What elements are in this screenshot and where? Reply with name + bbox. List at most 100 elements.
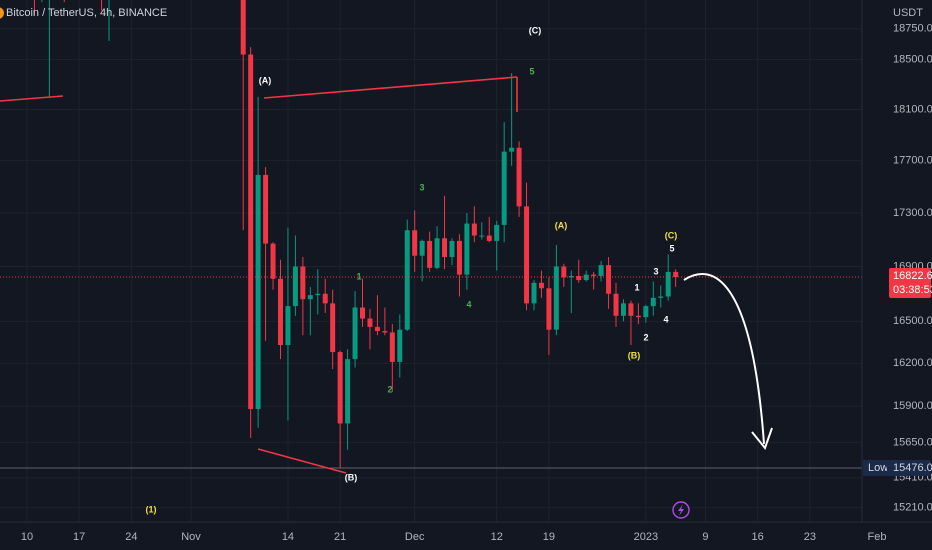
y-tick-label: 16200.00 [893,357,932,369]
candle-body [538,282,544,289]
wave-label: 1 [634,282,639,292]
arrow-head [751,427,773,451]
wave-label: (B) [345,472,358,482]
x-tick-label: 19 [543,531,555,543]
wave-label: (C) [665,230,678,240]
candle-body [382,331,388,333]
alert-icon[interactable] [672,501,690,519]
candle-body [248,54,254,409]
lightning[interactable] [678,504,684,516]
candle-body [367,318,373,327]
x-tick-label: 16 [752,531,764,543]
trend-line [0,95,64,102]
candle-body [479,235,485,237]
candle-body [494,224,500,241]
candle-body [598,265,604,277]
candle-body [628,303,634,316]
wave-label: (1) [146,504,157,514]
candle-body [277,278,283,346]
x-tick-label: Dec [405,531,425,543]
candle-body [546,288,552,330]
x-tick-label: Feb [867,531,886,543]
candle-body [606,265,612,294]
candle-body [240,0,246,55]
candles [0,0,862,469]
wave-label: 1 [356,271,361,281]
candle-body [643,306,649,318]
wave-label: (C) [529,25,542,35]
candle-body [397,329,403,362]
axes: 18750.00 18500.00 18100.00 17700.00 17300.00… [21,23,932,543]
candle-body [389,332,395,362]
trend-line [263,76,518,99]
candle-body [255,174,261,409]
candle-body [352,307,358,360]
candle-body [531,282,537,304]
candle-body [285,306,291,346]
low-badge [863,459,887,476]
candle-body [442,238,448,258]
last-price: 16822.61 [893,270,932,282]
candle-body [315,293,321,296]
candle-body [307,295,313,300]
candle-body [553,266,559,330]
last-price-badge [889,268,931,299]
x-tick-label: Nov [181,531,201,543]
low-badge-value-bg [887,459,931,476]
candle-body [292,266,298,307]
y-tick-label: 15900.00 [893,400,932,412]
candle-body [620,303,626,316]
y-tick-label: 18100.00 [893,103,932,115]
x-tick-label: 21 [334,531,346,543]
candle-body [568,276,574,278]
candle-body [524,206,530,304]
candle-body [471,223,477,236]
candle-body [412,230,418,256]
y-tick-label: 17300.00 [893,207,932,219]
wave-label: (A) [259,75,272,85]
y-tick-label: 18750.00 [893,23,932,35]
candle-body [673,271,679,278]
x-tick-label: 2023 [634,531,658,543]
low-badge-name: Low [868,462,888,474]
candle-body [486,235,492,241]
x-tick-label: 17 [73,531,85,543]
wave-label: (A) [555,220,568,230]
coin-icon [0,7,4,19]
candle-body [360,307,366,319]
candle-body [591,274,597,277]
wave-label: 4 [466,299,471,309]
candle-body [464,223,470,275]
candle-body [427,240,433,268]
symbol-title: Bitcoin / TetherUS, 4h, BINANCE [6,7,167,19]
candle-body [576,276,582,281]
y-tick-label: 15650.00 [893,436,932,448]
grid [0,0,862,522]
candle-body [270,243,276,279]
y-tick-label: 18500.00 [893,53,932,65]
wave-label: 5 [529,66,534,76]
wave-label: 3 [653,266,658,276]
candle-body [419,240,425,256]
y-tick-label: 16500.00 [893,315,932,327]
x-tick-label: 12 [491,531,503,543]
candle-body [516,147,522,207]
wave-label: 5 [669,243,674,253]
candle-body [501,151,507,225]
x-tick-label: 24 [125,531,137,543]
trend-line [257,448,347,474]
wave-label: (B) [628,350,641,360]
candle-body [345,359,351,424]
candle-body [658,296,664,298]
candle-body [300,266,306,300]
candle-body [509,147,515,152]
candle-body [635,315,641,318]
candle-body [337,352,343,424]
x-tick-label: 23 [804,531,816,543]
y-tick-label: 17700.00 [893,155,932,167]
y-tick-label: 15210.00 [893,502,932,514]
x-tick-label: 9 [702,531,708,543]
alert-circle[interactable] [672,501,690,519]
